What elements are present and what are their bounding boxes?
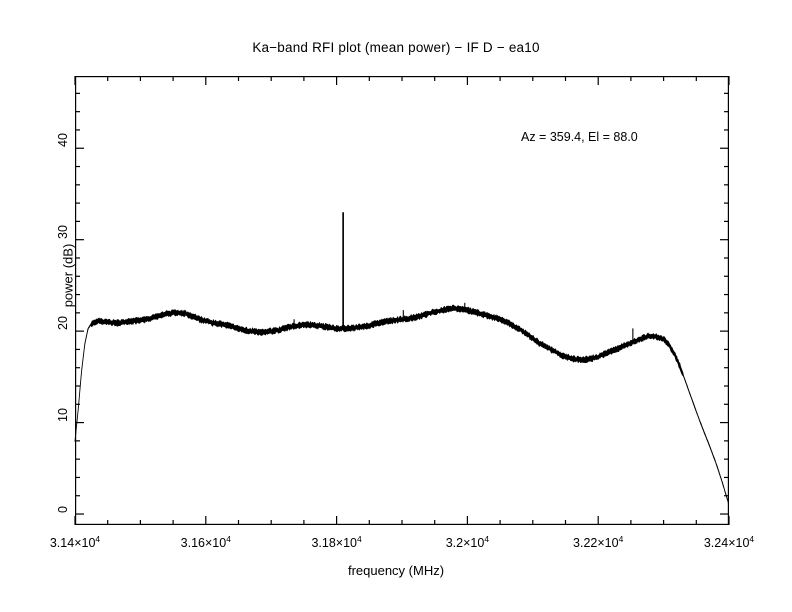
rfi-spikes [293, 212, 634, 343]
x-tick-label: 3.2×104 [445, 534, 490, 551]
rfi-spike [464, 302, 466, 310]
rfi-spike [293, 319, 295, 327]
spectrum-trace [74, 304, 729, 505]
x-tick-label: 3.16×104 [180, 534, 231, 551]
y-axis-title: power (dB) [60, 243, 76, 308]
rfi-spike [342, 212, 344, 329]
page-title: Ka−band RFI plot (mean power) − IF D − e… [252, 40, 540, 55]
spectrum-plot [74, 76, 730, 525]
rfi-spike [402, 310, 404, 320]
axis-ticks [74, 76, 730, 525]
x-tick-label: 3.24×104 [703, 534, 755, 551]
pointing-annotation: Az = 359.4, El = 88.0 [521, 130, 638, 144]
rfi-spike [632, 328, 634, 343]
x-axis-title: frequency (MHz) [347, 563, 445, 578]
plot-frame [74, 76, 730, 525]
x-tick-label: 3.14×104 [49, 534, 101, 551]
x-tick-label: 3.22×104 [573, 534, 624, 551]
x-tick-label: 3.18×104 [311, 534, 362, 551]
axes-border [75, 76, 729, 525]
